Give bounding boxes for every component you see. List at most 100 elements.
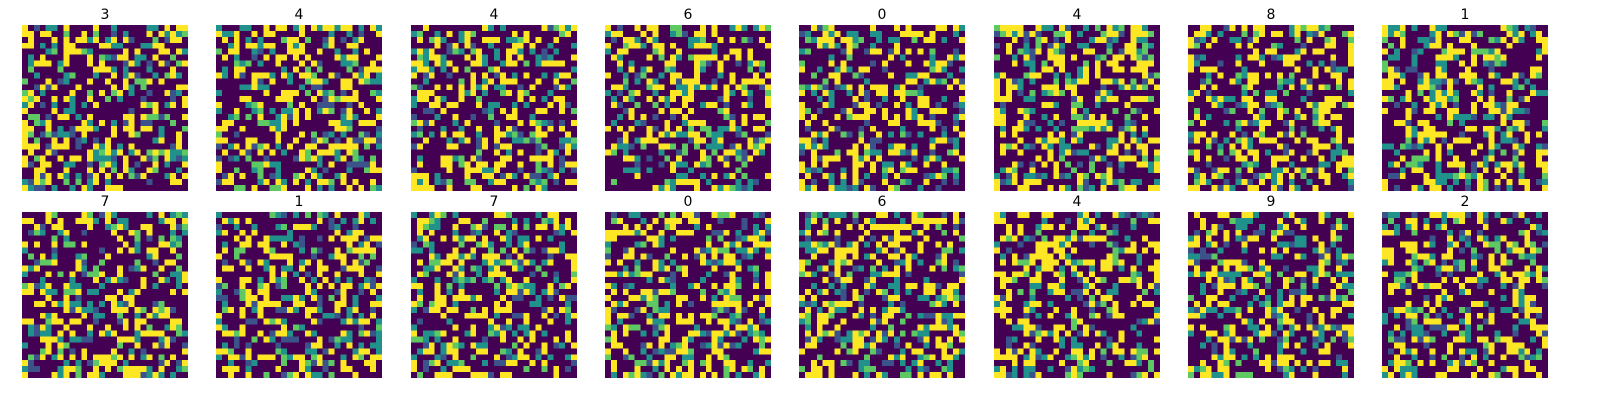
heatmap-cell	[170, 66, 177, 73]
heatmap-cell	[352, 137, 359, 144]
heatmap-cell	[935, 108, 942, 115]
heatmap-cell	[22, 30, 29, 37]
heatmap-cell	[352, 149, 359, 156]
heatmap-cell	[1077, 173, 1084, 180]
heatmap-cell	[87, 179, 94, 186]
heatmap-cell	[1324, 25, 1331, 32]
heatmap-cell	[93, 102, 100, 109]
heatmap-cell	[122, 131, 129, 138]
heatmap-cell	[499, 54, 506, 61]
heatmap-cell	[640, 84, 647, 91]
heatmap-cell	[164, 84, 171, 91]
heatmap-cell	[51, 179, 58, 186]
heatmap-cell	[110, 96, 117, 103]
heatmap-cell	[334, 25, 341, 32]
heatmap-cell	[146, 54, 153, 61]
heatmap-cell	[358, 131, 365, 138]
heatmap-cell	[1065, 131, 1072, 138]
heatmap-cell	[517, 60, 524, 67]
heatmap-cell	[605, 42, 612, 49]
heatmap-cell	[1136, 48, 1143, 55]
heatmap-cell	[799, 149, 806, 156]
heatmap-cell	[816, 137, 823, 144]
heatmap-cell	[864, 149, 871, 156]
heatmap-cell	[152, 25, 159, 32]
heatmap-cell	[846, 113, 853, 120]
heatmap-cell	[1059, 143, 1066, 150]
heatmap-cell	[711, 90, 718, 97]
heatmap-cell	[1041, 161, 1048, 168]
heatmap-cell	[1077, 102, 1084, 109]
heatmap-cell	[476, 60, 483, 67]
heatmap-cell	[729, 30, 736, 37]
heatmap-cell	[511, 113, 518, 120]
heatmap-cell	[705, 48, 712, 55]
heatmap-cell	[822, 30, 829, 37]
heatmap-cell	[316, 48, 323, 55]
heatmap-cell	[358, 36, 365, 43]
heatmap-cell	[488, 143, 495, 150]
heatmap-cell	[1005, 137, 1012, 144]
heatmap-cell	[1294, 72, 1301, 79]
heatmap-cell	[1318, 25, 1325, 32]
heatmap-cell	[346, 102, 353, 109]
heatmap-cell	[1053, 119, 1060, 126]
heatmap-cell	[275, 72, 282, 79]
heatmap-cell	[81, 60, 88, 67]
heatmap-cell	[828, 54, 835, 61]
heatmap-cell	[1124, 90, 1131, 97]
heatmap-cell	[452, 137, 459, 144]
heatmap-cell	[281, 113, 288, 120]
heatmap-cell	[1130, 113, 1137, 120]
heatmap-cell	[559, 102, 566, 109]
heatmap-cell	[747, 78, 754, 85]
heatmap-cell	[858, 25, 865, 32]
heatmap-cell	[310, 108, 317, 115]
heatmap-cell	[994, 102, 1001, 109]
heatmap-cell	[747, 113, 754, 120]
heatmap-cell	[753, 125, 760, 132]
heatmap-cell	[446, 119, 453, 126]
heatmap-cell	[541, 149, 548, 156]
heatmap-cell	[27, 137, 34, 144]
heatmap-cell	[799, 179, 806, 186]
heatmap-cell	[1211, 36, 1218, 43]
heatmap-cell	[559, 113, 566, 120]
heatmap-cell	[676, 173, 683, 180]
heatmap-cell	[334, 54, 341, 61]
heatmap-cell	[917, 179, 924, 186]
heatmap-cell	[1188, 30, 1195, 37]
heatmap-cell	[221, 36, 228, 43]
heatmap-cell	[547, 48, 554, 55]
heatmap-cell	[652, 102, 659, 109]
heatmap-cell	[239, 137, 246, 144]
heatmap-cell	[652, 137, 659, 144]
heatmap-cell	[69, 25, 76, 32]
heatmap-cell	[364, 149, 371, 156]
heatmap-cell	[1124, 30, 1131, 37]
heatmap-cell	[517, 143, 524, 150]
heatmap-cell	[476, 108, 483, 115]
heatmap-image	[799, 25, 965, 191]
heatmap-cell	[440, 143, 447, 150]
heatmap-cell	[45, 131, 52, 138]
heatmap-cell	[858, 30, 865, 37]
heatmap-cell	[565, 102, 572, 109]
heatmap-cell	[458, 155, 465, 162]
heatmap-cell	[899, 108, 906, 115]
heatmap-cell	[470, 25, 477, 32]
heatmap-cell	[1047, 179, 1054, 186]
heatmap-cell	[994, 131, 1001, 138]
heatmap-cell	[923, 119, 930, 126]
heatmap-cell	[1271, 78, 1278, 85]
heatmap-cell	[140, 25, 147, 32]
heatmap-cell	[422, 179, 429, 186]
heatmap-cell	[711, 131, 718, 138]
heatmap-cell	[358, 108, 365, 115]
heatmap-cell	[846, 72, 853, 79]
heatmap-cell	[953, 155, 960, 162]
heatmap-cell	[1205, 60, 1212, 67]
heatmap-cell	[1336, 25, 1343, 32]
heatmap-cell	[69, 30, 76, 37]
heatmap-cell	[723, 54, 730, 61]
